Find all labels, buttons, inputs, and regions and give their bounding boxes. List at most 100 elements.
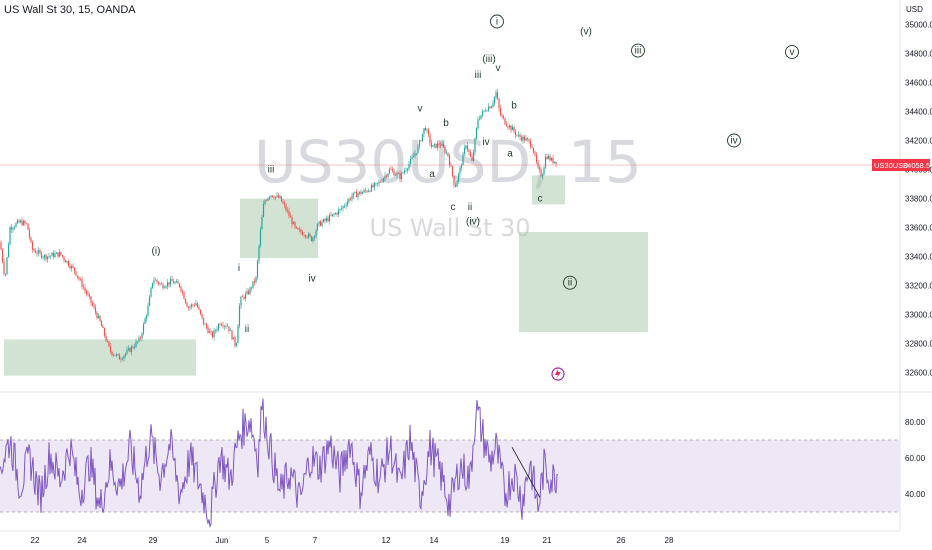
candle-body	[424, 128, 427, 131]
candle-body	[285, 205, 287, 211]
candle-body	[84, 287, 86, 291]
candle-body	[126, 349, 128, 354]
candle-body	[160, 283, 163, 285]
candle-body	[453, 175, 455, 185]
candle-body	[115, 354, 118, 356]
candle-body	[535, 154, 538, 163]
candle-body	[277, 195, 280, 198]
candle-body	[321, 221, 323, 226]
wave-label: iv	[730, 135, 737, 146]
candle-body	[46, 256, 49, 260]
candle-body	[274, 196, 277, 199]
candle-body	[435, 143, 437, 148]
rsi-band	[0, 440, 900, 512]
wave-label: v	[496, 63, 501, 74]
candle-body	[165, 286, 167, 288]
rsi-axis-ticks: 80.00 60.00 40.00	[905, 418, 926, 499]
candle-body	[489, 106, 491, 109]
candle-body	[142, 323, 145, 334]
candle-body	[457, 173, 460, 182]
candle-body	[75, 271, 77, 276]
wave-label: a	[429, 169, 435, 180]
candle-body	[388, 169, 391, 174]
candle-body	[19, 220, 22, 223]
candle-body	[102, 326, 104, 328]
candle-body	[436, 143, 439, 148]
candle-body	[153, 280, 155, 283]
time-tick-label: 28	[665, 536, 674, 545]
candle-body	[81, 279, 83, 287]
candle-body	[546, 156, 548, 159]
wave-label: ii	[245, 324, 249, 335]
candle-body	[405, 170, 407, 171]
candle-body	[193, 304, 196, 306]
zone-1[interactable]	[240, 198, 318, 259]
candle-body	[357, 193, 359, 198]
candle-body	[105, 335, 107, 341]
zone-2[interactable]	[532, 175, 565, 205]
candle-body	[250, 287, 253, 289]
candle-body	[427, 129, 430, 135]
candle-body	[517, 134, 520, 136]
candle-body	[477, 119, 479, 129]
candle-body	[240, 296, 242, 306]
candle-body	[316, 223, 319, 231]
candle-body	[82, 286, 85, 288]
candle-body	[66, 261, 68, 263]
time-tick-label: 12	[382, 536, 391, 545]
candle-body	[72, 265, 74, 268]
rsi-trendline[interactable]	[511, 447, 541, 498]
candle-body	[271, 195, 274, 198]
candle-body	[322, 219, 325, 222]
candle-body	[214, 330, 217, 332]
candle-body	[144, 318, 146, 324]
candle-body	[363, 190, 365, 193]
candle-body	[525, 138, 527, 141]
candle-body	[385, 175, 388, 177]
candle-body	[415, 153, 418, 154]
candle-body	[243, 296, 245, 299]
time-tick-label: 14	[430, 536, 439, 545]
zone-3[interactable]	[519, 232, 648, 333]
wave-label: (v)	[580, 27, 592, 38]
candle-body	[48, 256, 50, 257]
lightning-icon[interactable]	[551, 367, 565, 381]
rsi-tick-label: 40.00	[905, 490, 926, 499]
wave-label: i	[496, 17, 498, 28]
candle-body	[42, 257, 44, 258]
candle-body	[196, 303, 199, 308]
candle-body	[409, 158, 412, 164]
candle-body	[346, 201, 349, 206]
candle-body	[361, 192, 364, 194]
candle-body	[438, 143, 440, 145]
candle-body	[22, 221, 25, 226]
candle-body	[303, 234, 305, 236]
candle-body	[514, 131, 517, 136]
candle-body	[157, 281, 160, 284]
candle-body	[124, 353, 127, 356]
price-tick-label: 34200.0	[905, 137, 932, 146]
candle-body	[328, 215, 331, 222]
candle-body	[28, 229, 31, 238]
candle-body	[352, 192, 355, 196]
candle-body	[390, 169, 392, 170]
candle-body	[502, 116, 505, 119]
candle-body	[229, 330, 232, 332]
candle-body	[213, 330, 215, 338]
wave-label: v	[418, 104, 423, 115]
candle-body	[9, 227, 11, 245]
candle-body	[487, 106, 490, 111]
wave-label: (iv)	[466, 217, 480, 228]
candle-body	[423, 128, 425, 134]
zone-0[interactable]	[4, 339, 196, 376]
candle-body	[343, 205, 346, 207]
candle-body	[252, 281, 254, 289]
candle-body	[268, 196, 271, 199]
candle-body	[444, 147, 446, 153]
candle-body	[442, 143, 445, 148]
candle-body	[156, 279, 158, 282]
candle-body	[201, 313, 203, 318]
candle-body	[60, 251, 62, 255]
candle-body	[234, 337, 236, 346]
